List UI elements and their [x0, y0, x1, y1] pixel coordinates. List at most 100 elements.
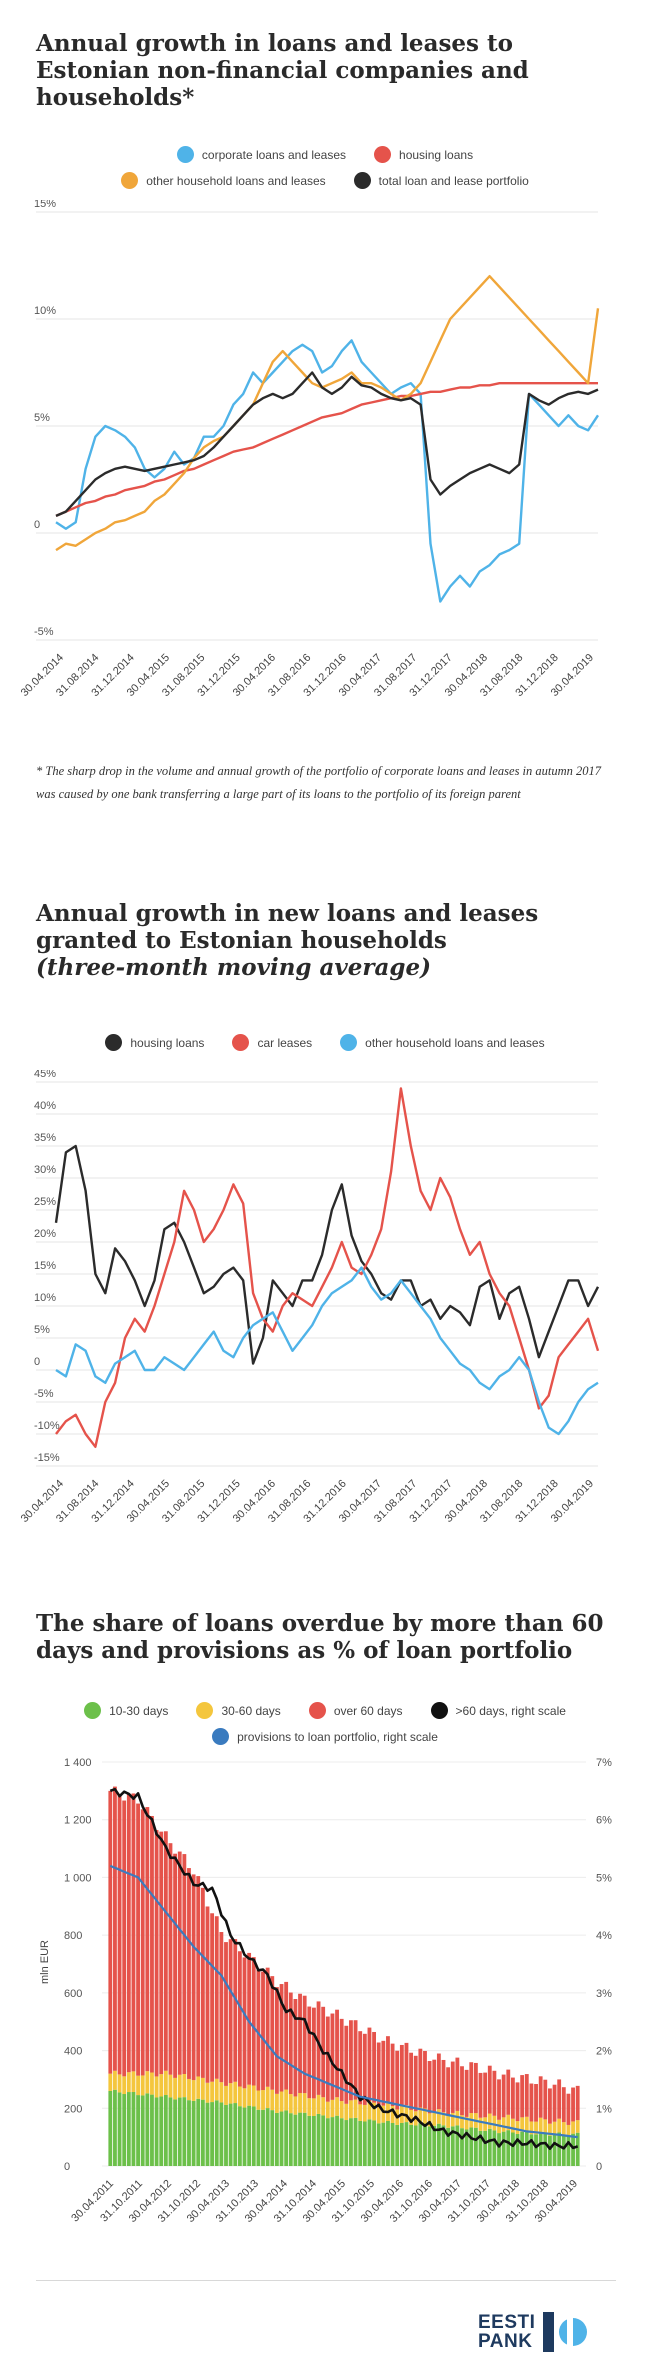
bar-over-60-days	[131, 1793, 136, 2072]
y-tick-label: 0	[34, 519, 40, 531]
bar-10-30-days	[552, 2134, 557, 2166]
y-tick-label: 45%	[34, 1070, 56, 1080]
bar-over-60-days	[506, 2069, 511, 2115]
bar-30-60-days	[140, 2075, 145, 2096]
bar-30-60-days	[191, 2080, 196, 2101]
bar-10-30-days	[136, 2095, 140, 2166]
bar-10-30-days	[233, 2103, 238, 2166]
bar-10-30-days	[270, 2110, 275, 2166]
bar-30-60-days	[279, 2091, 284, 2112]
chart2-plot: 45%40%35%30%25%20%15%10%5%0-5%-10%-15%30…	[19, 1070, 600, 1525]
bar-30-60-days	[126, 2072, 131, 2093]
logo-line2: PANK	[478, 2331, 533, 2352]
y-tick-label-right: 7%	[596, 1757, 612, 1769]
bar-10-30-days	[390, 2123, 395, 2166]
bar-30-60-days	[418, 2107, 423, 2124]
legend-dot-yellow	[196, 1702, 214, 1719]
bar-10-30-days	[150, 2094, 154, 2166]
bar-30-60-days	[460, 2115, 464, 2129]
bar-10-30-days	[228, 2103, 233, 2166]
bar-30-60-days	[237, 2086, 242, 2107]
bar-30-60-days	[210, 2081, 215, 2103]
bar-over-60-days	[108, 1790, 113, 2074]
legend-dot-blue	[176, 146, 194, 163]
legend-dot-blue	[212, 1728, 230, 1745]
bar-30-60-days	[524, 2116, 529, 2132]
legend-label: corporate loans and leases	[201, 147, 347, 162]
chart2-legend: housing loans car leases other household…	[0, 1034, 650, 1060]
bar-10-30-days	[163, 2095, 168, 2166]
bar-over-60-days	[372, 2031, 376, 2103]
chart1-legend: corporate loans and leases housing loans…	[0, 146, 650, 198]
bar-10-30-days	[108, 2090, 113, 2166]
legend-item: over 60 days	[308, 1702, 403, 1719]
series-line	[54, 1144, 600, 1365]
bar-30-60-days	[122, 2076, 127, 2095]
bar-10-30-days	[126, 2092, 131, 2166]
bar-over-60-days	[561, 2087, 566, 2123]
legend-item: corporate loans and leases	[176, 146, 347, 163]
bar-over-60-days	[548, 2088, 552, 2124]
legend-label: housing loans	[130, 1035, 205, 1050]
legend-dot-black	[353, 172, 371, 189]
y-tick-label: 40%	[34, 1100, 56, 1112]
bar-over-60-days	[409, 2052, 414, 2110]
bar-10-30-days	[330, 2117, 335, 2166]
legend-dot-blue	[340, 1034, 358, 1051]
bar-10-30-days	[187, 2100, 191, 2166]
bar-10-30-days	[427, 2126, 432, 2166]
bar-over-60-days	[446, 2067, 451, 2116]
chart1-plot: 15%10%5%0-5%30.04.201431.08.201431.12.20…	[19, 200, 600, 699]
bar-10-30-days	[464, 2129, 469, 2166]
bar-over-60-days	[339, 2018, 344, 2102]
bar-over-60-days	[399, 2044, 404, 2107]
bar-30-60-days	[510, 2118, 515, 2133]
bar-10-30-days	[154, 2097, 159, 2166]
bar-30-60-days	[150, 2072, 154, 2095]
bar-over-60-days	[418, 2048, 423, 2108]
bar-over-60-days	[335, 2009, 339, 2098]
bar-30-60-days	[404, 2105, 409, 2123]
series-line-right-scale	[109, 1864, 578, 2139]
footer-divider	[36, 2280, 616, 2281]
bar-over-60-days	[376, 2042, 381, 2108]
bar-over-60-days	[288, 1992, 293, 2095]
series-line	[55, 382, 598, 518]
bar-10-30-days	[381, 2122, 386, 2166]
bar-over-60-days	[404, 2042, 409, 2106]
bar-over-60-days	[330, 2013, 335, 2100]
bar-over-60-days	[520, 2075, 525, 2118]
bar-30-60-days	[270, 2089, 275, 2111]
bar-10-30-days	[534, 2134, 538, 2166]
bar-10-30-days	[372, 2120, 376, 2166]
bar-10-30-days	[501, 2131, 506, 2166]
bar-over-60-days	[473, 2062, 478, 2114]
bar-30-60-days	[353, 2099, 358, 2118]
bar-10-30-days	[561, 2134, 566, 2166]
bar-10-30-days	[325, 2118, 330, 2166]
bar-over-60-days	[265, 1967, 270, 2087]
bar-over-60-days	[200, 1887, 205, 2078]
bar-30-60-days	[390, 2106, 395, 2124]
bar-10-30-days	[219, 2102, 224, 2166]
bar-10-30-days	[117, 2092, 122, 2166]
y-tick-label-left: 400	[64, 2046, 82, 2058]
bar-30-60-days	[214, 2078, 219, 2101]
bar-10-30-days	[321, 2115, 326, 2166]
y-tick-label-right: 6%	[596, 1815, 612, 1827]
bar-over-60-days	[483, 2072, 488, 2118]
bar-10-30-days	[450, 2126, 455, 2166]
legend-dot-red	[308, 1702, 326, 1719]
bar-30-60-days	[409, 2109, 414, 2125]
legend-dot-black	[105, 1034, 123, 1051]
bar-over-60-days	[492, 2070, 497, 2116]
bar-over-60-days	[358, 2031, 363, 2105]
bar-30-60-days	[302, 2093, 307, 2113]
logo-text: EESTI PANK	[478, 2313, 535, 2351]
chart2-subtitle: (three-month moving average)	[36, 954, 432, 981]
bar-over-60-days	[261, 1971, 265, 2091]
bar-30-60-days	[131, 2071, 136, 2092]
bar-10-30-days	[344, 2120, 349, 2166]
bar-over-60-days	[534, 2084, 538, 2122]
bar-over-60-days	[543, 2079, 548, 2120]
